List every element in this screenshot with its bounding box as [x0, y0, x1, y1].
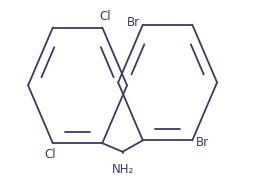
- Text: NH₂: NH₂: [111, 163, 134, 176]
- Text: Br: Br: [127, 16, 140, 29]
- Text: Cl: Cl: [99, 10, 111, 23]
- Text: Br: Br: [196, 136, 209, 149]
- Text: Cl: Cl: [44, 148, 56, 161]
